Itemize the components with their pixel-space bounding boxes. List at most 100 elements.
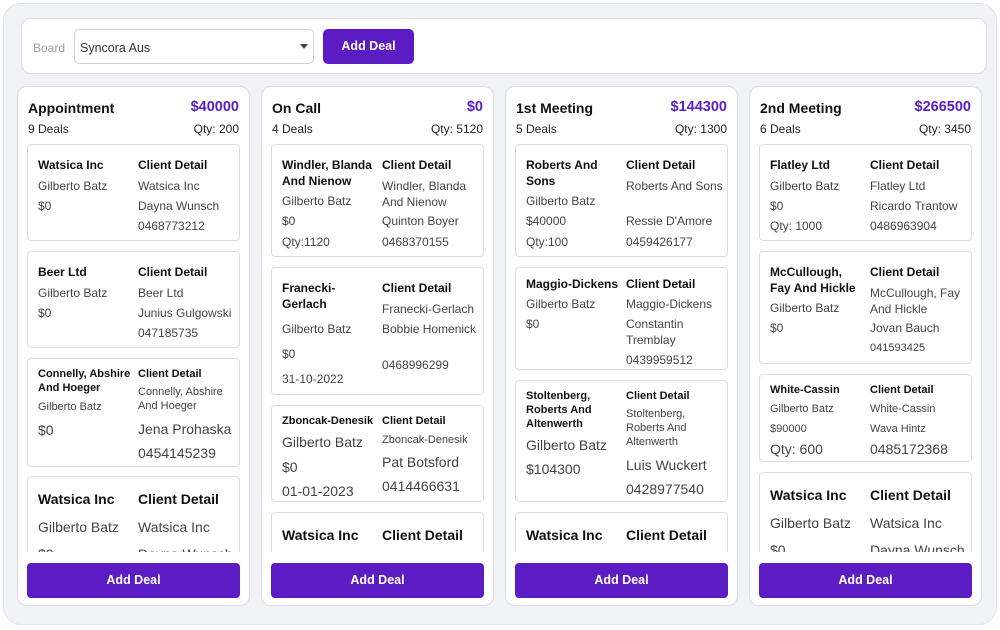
deal-contact: Junius Gulgowski [138,306,232,320]
deal-card[interactable]: Watsica Inc Gilberto Batz $0 Client Detail W… [27,144,240,241]
deal-card[interactable]: Watsica Inc Client Detail [271,512,484,552]
deal-value: $0 [282,459,298,475]
deal-value: $0 [38,545,54,552]
add-deal-button[interactable]: Add Deal [271,563,484,598]
deal-detail-label: Client Detail [626,390,690,402]
deal-contact: Bobbie Homenick [382,322,477,336]
deal-detail-label: Client Detail [382,158,452,172]
deal-client: Watsica Inc [870,515,942,531]
pipeline-column: 1st Meeting $144300 5 Deals Qty: 1300 Robert… [505,86,738,606]
deal-owner: Gilberto Batz [38,519,119,535]
deal-contact: Luis Wuckert [626,457,707,473]
deal-company: Watsica Inc [282,527,359,543]
deal-card[interactable]: Franecki-Gerlach Gilberto Batz $0 31-10-202… [271,267,484,395]
deal-phone: 0486963904 [870,219,937,233]
deal-card[interactable]: Watsica Inc Gilberto Batz $0 Client Detail W… [27,476,240,552]
add-deal-button[interactable]: Add Deal [323,29,414,64]
column-deal-count: 9 Deals [28,122,69,136]
deal-phone: 0428977540 [626,481,704,497]
deal-card[interactable]: Connelly, Abshire And Hoeger Gilberto Bat… [27,358,240,467]
deal-contact: Pat Botsford [382,454,460,470]
deal-value: $0 [282,214,296,228]
deal-card-list[interactable]: Watsica Inc Gilberto Batz $0 Client Detail W… [27,144,240,552]
deal-client: Watsica Inc [138,519,210,535]
deal-card[interactable]: Stoltenberg, Roberts And Altenwerth Gilbe… [515,380,728,502]
deal-company: Watsica Inc [526,527,603,543]
deal-client: White-Cassin [870,403,936,415]
deal-company: Watsica Inc [38,158,104,172]
pipeline-column: On Call $0 4 Deals Qty: 5120 Windler, Blanda… [261,86,494,606]
deal-contact: Constantin Tremblay [626,317,684,347]
deal-owner: Gilberto Batz [770,515,851,531]
deal-card[interactable]: Zboncak-Denesik Gilberto Batz $0 01-01-2023… [271,405,484,502]
deal-detail-label: Client Detail [626,277,696,291]
deal-phone: 0459426177 [626,235,693,249]
deal-phone: 0468996299 [382,358,449,372]
deal-company: Watsica Inc [770,487,847,503]
deal-card[interactable]: Beer Ltd Gilberto Batz $0 Client Detail Beer… [27,251,240,348]
deal-value: $104300 [526,461,581,477]
deal-card-list[interactable]: Roberts And Sons Gilberto Batz $40000 Qty:1… [515,144,728,552]
deal-owner: Gilberto Batz [770,301,840,315]
deal-detail-label: Client Detail [870,265,940,279]
deal-detail-label: Client Detail [382,415,446,427]
column-title: Appointment [28,100,115,116]
deal-value: $0 [770,321,784,335]
deal-card-list[interactable]: Windler, Blanda And Nienow Gilberto Batz $… [271,144,484,552]
column-title: On Call [272,100,322,116]
deal-owner: Gilberto Batz [770,179,840,193]
column-amount: $0 [466,99,483,115]
deal-company: Stoltenberg, Roberts And Altenwerth [526,390,592,430]
deal-owner: Gilberto Batz [38,286,108,300]
deal-card[interactable]: White-Cassin Gilberto Batz $90000 Qty: 600 C… [759,374,972,462]
deal-client: Zboncak-Denesik [382,434,468,446]
deal-card[interactable]: Watsica Inc Gilberto Batz $0 Client Detail W… [759,472,972,552]
column-title: 1st Meeting [516,100,594,116]
deal-value: $0 [770,542,786,552]
deal-qty: Qty:1120 [282,235,330,249]
add-deal-button[interactable]: Add Deal [759,563,972,598]
deal-phone: 0454145239 [138,445,216,461]
deal-value: $0 [526,317,540,331]
deal-card[interactable]: Windler, Blanda And Nienow Gilberto Batz $… [271,144,484,257]
deal-card[interactable]: Maggio-Dickens Gilberto Batz $0 Client Deta… [515,267,728,370]
deal-company: Flatley Ltd [770,158,831,172]
deal-owner: Gilberto Batz [282,434,363,450]
add-deal-button[interactable]: Add Deal [27,563,240,598]
deal-contact: Wava Hintz [870,423,926,435]
deal-detail-label: Client Detail [626,158,696,172]
deal-detail-label: Client Detail [870,487,951,503]
deal-date: 01-01-2023 [282,483,354,499]
deal-card[interactable]: Roberts And Sons Gilberto Batz $40000 Qty:1… [515,144,728,257]
deal-contact: Ressie D'Amore [626,214,713,228]
deal-card[interactable]: McCullough, Fay And Hickle Gilberto Batz $… [759,251,972,364]
column-qty: Qty: 3450 [918,122,971,136]
deal-card-list[interactable]: Flatley Ltd Gilberto Batz $0 Qty: 1000 Clien… [759,144,972,552]
deal-detail-label: Client Detail [138,158,208,172]
column-title: 2nd Meeting [760,100,842,116]
deal-detail-label: Client Detail [382,281,452,295]
deal-detail-label: Client Detail [138,368,202,380]
column-qty: Qty: 5120 [430,122,483,136]
deal-owner: Gilberto Batz [38,401,102,413]
deal-company: Maggio-Dickens [526,277,619,291]
board-toolbar: Board Syncora Aus Add Deal [21,18,987,74]
board-select[interactable]: Syncora Aus [74,29,314,64]
deal-contact: Dayna Wunsch [138,545,233,552]
board-label: Board [33,41,66,55]
deal-company: Beer Ltd [38,265,87,279]
deal-company: Roberts And Sons [526,158,598,188]
add-deal-button[interactable]: Add Deal [515,563,728,598]
deal-company: Franecki-Gerlach [282,281,336,311]
deal-value: $0 [38,422,54,438]
deal-qty: Qty: 1000 [770,219,823,233]
deal-client: Stoltenberg, Roberts And Altenwerth [626,408,687,448]
deal-contact: Dayna Wunsch [138,199,220,213]
deal-card[interactable]: Flatley Ltd Gilberto Batz $0 Qty: 1000 Clien… [759,144,972,241]
deal-date: 31-10-2022 [282,372,344,386]
deal-detail-label: Client Detail [626,527,707,543]
deal-phone: 047185735 [138,326,199,340]
deal-card[interactable]: Watsica Inc Client Detail [515,512,728,552]
deal-value: $0 [770,199,784,213]
column-deal-count: 4 Deals [272,122,313,136]
